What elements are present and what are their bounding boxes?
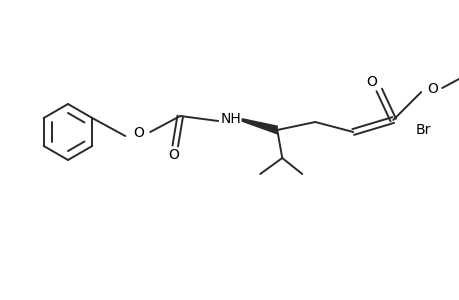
Polygon shape — [242, 119, 277, 134]
Text: O: O — [168, 148, 178, 162]
Text: O: O — [426, 82, 437, 96]
Text: O: O — [365, 75, 376, 89]
Text: Br: Br — [414, 123, 430, 137]
Text: O: O — [133, 126, 143, 140]
Text: NH: NH — [220, 112, 241, 126]
